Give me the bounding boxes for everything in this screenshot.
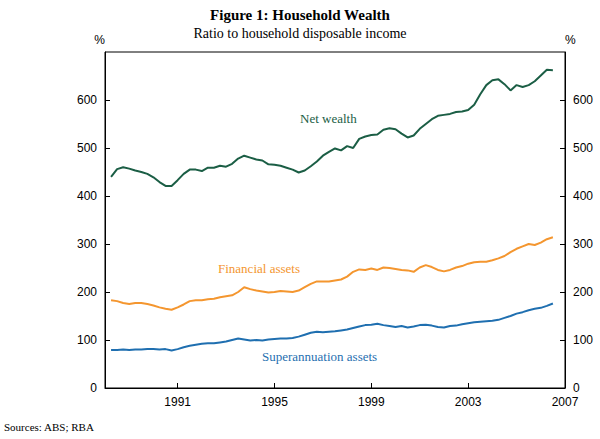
svg-text:200: 200 <box>77 285 97 299</box>
svg-text:Figure 1: Household Wealth: Figure 1: Household Wealth <box>210 7 391 23</box>
svg-text:Superannuation assets: Superannuation assets <box>262 349 377 364</box>
svg-text:Financial assets: Financial assets <box>218 261 300 276</box>
svg-text:500: 500 <box>77 141 97 155</box>
svg-text:400: 400 <box>77 189 97 203</box>
svg-text:Net wealth: Net wealth <box>300 111 357 126</box>
svg-text:Ratio to household disposable: Ratio to household disposable income <box>193 26 406 41</box>
svg-text:%: % <box>565 33 576 47</box>
svg-text:%: % <box>94 33 105 47</box>
svg-text:0: 0 <box>90 381 97 395</box>
svg-text:400: 400 <box>573 189 593 203</box>
svg-text:100: 100 <box>77 333 97 347</box>
svg-text:1991: 1991 <box>164 395 191 409</box>
svg-text:300: 300 <box>77 237 97 251</box>
svg-text:100: 100 <box>573 333 593 347</box>
svg-text:600: 600 <box>573 93 593 107</box>
svg-text:200: 200 <box>573 285 593 299</box>
svg-text:Sources: ABS; RBA: Sources: ABS; RBA <box>4 421 94 433</box>
svg-text:300: 300 <box>573 237 593 251</box>
svg-text:2003: 2003 <box>455 395 482 409</box>
svg-text:1995: 1995 <box>261 395 288 409</box>
svg-text:600: 600 <box>77 93 97 107</box>
svg-text:0: 0 <box>573 381 580 395</box>
svg-text:1999: 1999 <box>358 395 385 409</box>
svg-text:2007: 2007 <box>552 395 579 409</box>
svg-text:500: 500 <box>573 141 593 155</box>
